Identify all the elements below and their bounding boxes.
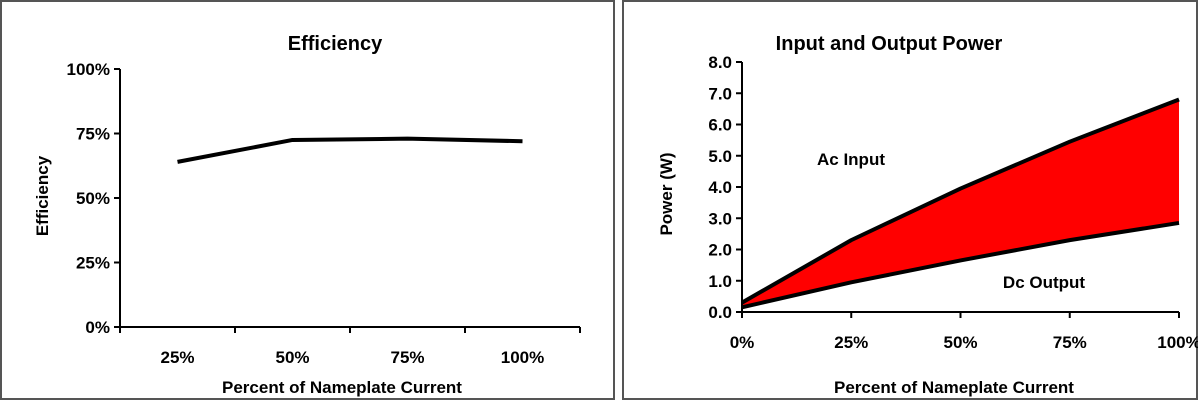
y-tick-label: 1.0 bbox=[708, 272, 732, 291]
power-area bbox=[741, 97, 1180, 310]
y-tick-label: 0.0 bbox=[708, 303, 732, 322]
x-tick-label: 100% bbox=[1157, 333, 1198, 352]
y-tick-label: 0% bbox=[85, 318, 110, 337]
x-tick-label: 50% bbox=[275, 348, 309, 367]
power-y-axis-label: Power (W) bbox=[657, 152, 676, 235]
x-tick-label: 100% bbox=[501, 348, 544, 367]
x-tick-label: 75% bbox=[1053, 333, 1087, 352]
efficiency-axes: 0% 25% 50% 75% 100% 25% 50% 75% 100% bbox=[67, 60, 581, 367]
y-tick-label: 8.0 bbox=[708, 53, 732, 72]
x-tick-label: 75% bbox=[390, 348, 424, 367]
efficiency-series-line bbox=[177, 136, 523, 164]
y-tick-label: 100% bbox=[67, 60, 110, 79]
power-chart-title: Input and Output Power bbox=[776, 33, 1003, 55]
power-x-axis-label: Percent of Nameplate Current bbox=[834, 378, 1074, 397]
y-tick-label: 75% bbox=[76, 125, 110, 144]
efficiency-chart-panel: Efficiency Percent of Nameplate Current … bbox=[0, 0, 615, 400]
y-tick-label: 50% bbox=[76, 189, 110, 208]
ac-input-line bbox=[741, 97, 1180, 305]
x-tick-label: 25% bbox=[160, 348, 194, 367]
x-tick-label: 50% bbox=[943, 333, 977, 352]
efficiency-chart-title: Efficiency bbox=[288, 33, 383, 55]
power-chart-panel: Input and Output Power Percent of Namepl… bbox=[622, 0, 1198, 400]
ac-input-annotation: Ac Input bbox=[817, 150, 885, 169]
efficiency-y-axis-label: Efficiency bbox=[33, 155, 52, 236]
power-axes: 0.0 1.0 2.0 3.0 4.0 5.0 6.0 7.0 8.0 0% 25% 50% 75% 10… bbox=[708, 53, 1198, 352]
x-tick-label: 0% bbox=[730, 333, 755, 352]
dc-output-annotation: Dc Output bbox=[1003, 273, 1085, 292]
power-chart: Input and Output Power Percent of Namepl… bbox=[657, 33, 1198, 397]
efficiency-marks bbox=[177, 136, 523, 164]
y-tick-label: 3.0 bbox=[708, 209, 732, 228]
y-tick-label: 6.0 bbox=[708, 116, 732, 135]
y-tick-label: 2.0 bbox=[708, 241, 732, 260]
y-tick-label: 7.0 bbox=[708, 84, 732, 103]
power-fill-region bbox=[742, 99, 1179, 308]
efficiency-x-axis-label: Percent of Nameplate Current bbox=[222, 378, 462, 397]
y-tick-label: 25% bbox=[76, 254, 110, 273]
dc-output-line bbox=[741, 220, 1180, 310]
efficiency-chart: Efficiency Percent of Nameplate Current … bbox=[33, 33, 581, 397]
y-tick-label: 4.0 bbox=[708, 178, 732, 197]
y-tick-label: 5.0 bbox=[708, 147, 732, 166]
x-tick-label: 25% bbox=[834, 333, 868, 352]
